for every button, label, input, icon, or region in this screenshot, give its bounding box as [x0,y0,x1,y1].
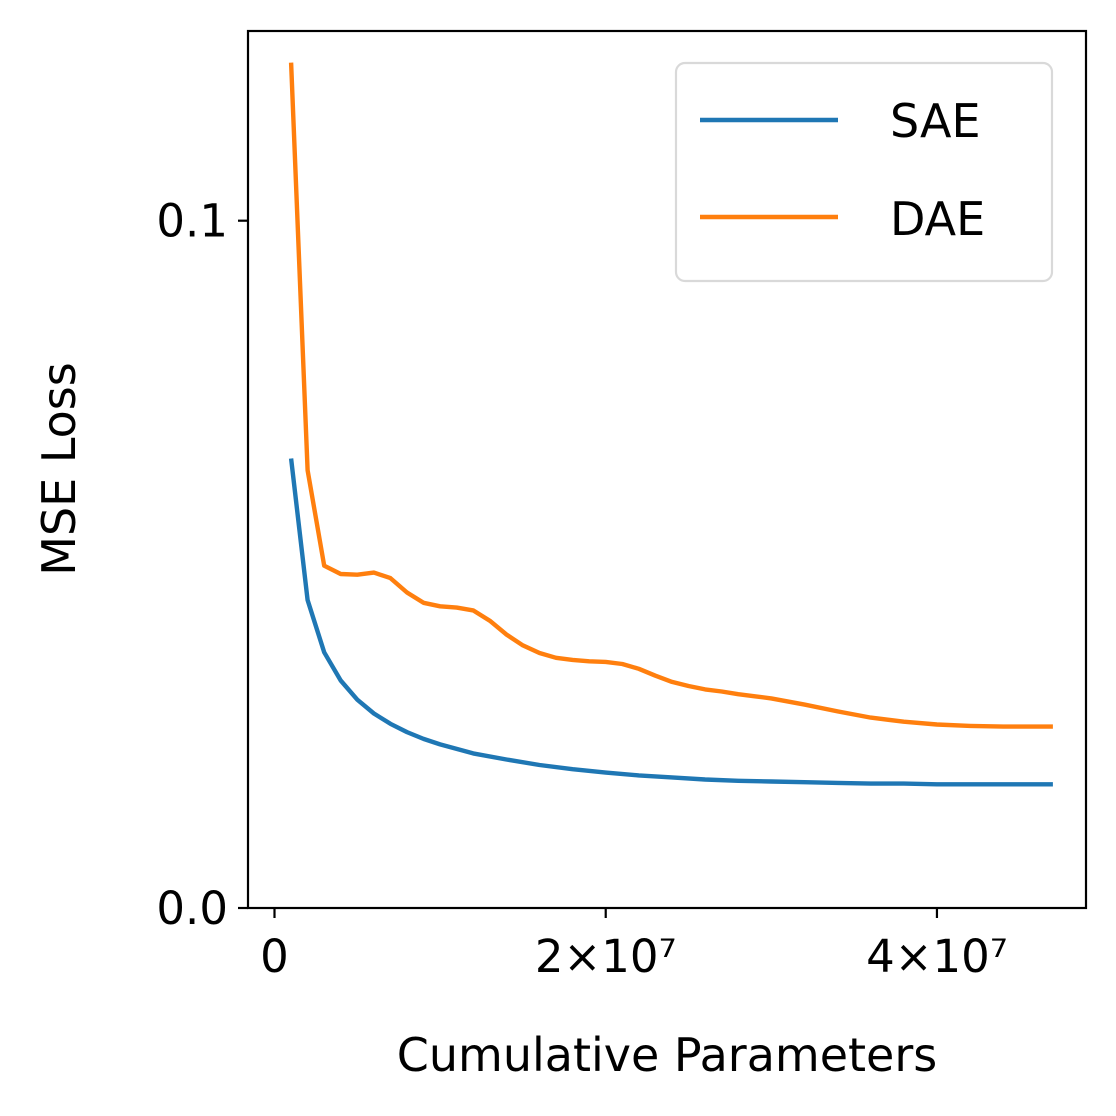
x-tick-label-1: 2×10⁷ [535,930,677,983]
y-axis-label: MSE Loss [32,362,86,575]
series-line-dae [288,62,1053,729]
legend-label-sae: SAE [890,94,981,148]
legend: SAE DAE [674,61,1054,283]
series-line-sae [288,458,1053,787]
y-tick-label-0: 0.0 [156,882,228,935]
x-axis-label: Cumulative Parameters [397,1028,937,1082]
x-axis: 0 2×10⁷ 4×10⁷ [260,908,1008,983]
y-axis: 0.0 0.1 [156,195,248,935]
legend-label-dae: DAE [890,192,985,246]
x-tick-label-0: 0 [260,930,289,983]
y-tick-label-1: 0.1 [156,195,228,248]
series-layer [288,62,1053,787]
legend-box [674,61,1054,283]
plot-frame [246,29,1088,910]
x-tick-label-2: 4×10⁷ [866,930,1008,983]
